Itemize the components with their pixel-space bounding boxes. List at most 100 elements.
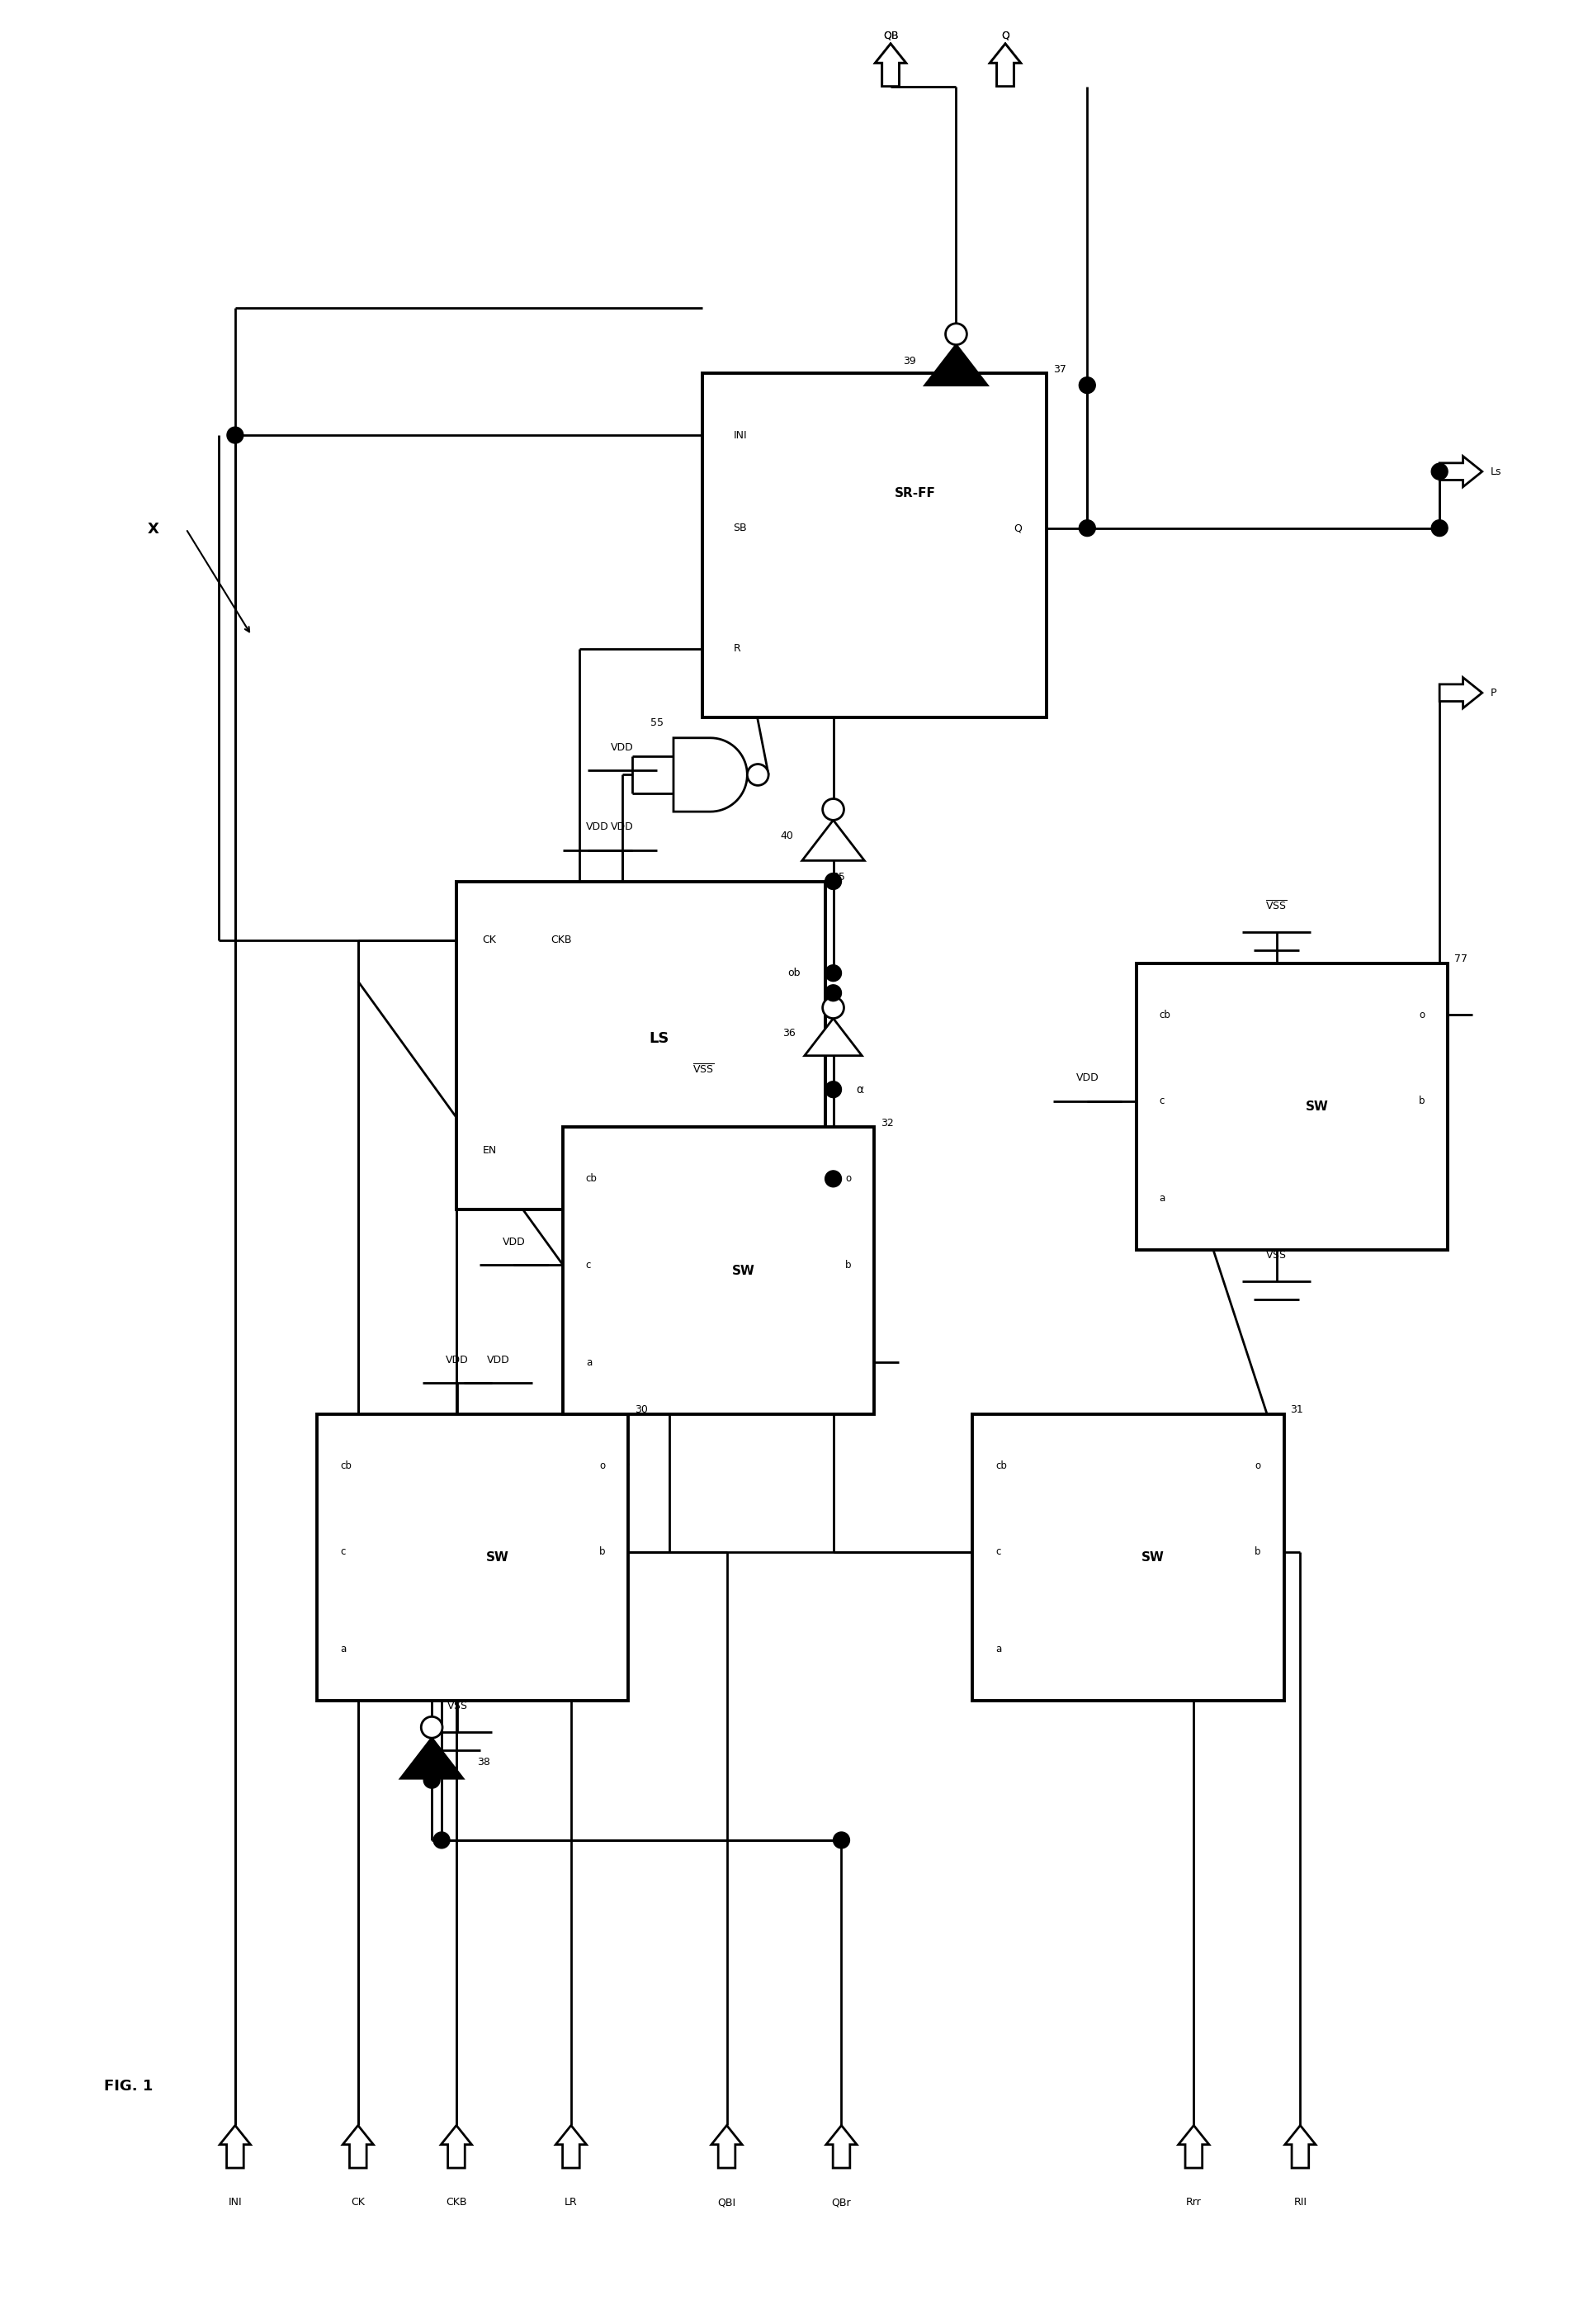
Polygon shape: [1285, 2126, 1315, 2168]
Circle shape: [1079, 521, 1095, 537]
Text: cb: cb: [1159, 1009, 1170, 1020]
Text: VDD: VDD: [587, 823, 609, 832]
Bar: [973, 1413, 1283, 1701]
Circle shape: [825, 1081, 841, 1097]
Text: a: a: [340, 1643, 347, 1655]
Bar: [563, 1127, 874, 1413]
Circle shape: [1431, 462, 1448, 479]
Text: b: b: [1255, 1545, 1261, 1557]
Polygon shape: [1439, 456, 1483, 486]
Bar: [457, 881, 825, 1208]
Text: P: P: [1491, 688, 1497, 697]
Text: VDD: VDD: [610, 741, 634, 753]
Text: CK: CK: [483, 934, 496, 946]
Circle shape: [424, 1771, 439, 1787]
Text: SW: SW: [486, 1550, 510, 1564]
Text: SW: SW: [1142, 1550, 1164, 1564]
Text: Ls: Ls: [1491, 467, 1502, 476]
Text: 32: 32: [880, 1118, 894, 1129]
Text: SR-FF: SR-FF: [894, 488, 937, 500]
Text: o: o: [599, 1459, 606, 1471]
Text: 36: 36: [783, 1027, 795, 1039]
Text: o: o: [1255, 1459, 1261, 1471]
Text: b: b: [599, 1545, 606, 1557]
Text: cb: cb: [585, 1174, 598, 1185]
Text: QBr: QBr: [832, 2196, 852, 2208]
Circle shape: [822, 997, 844, 1018]
Circle shape: [1079, 376, 1095, 393]
Polygon shape: [400, 1738, 463, 1778]
Circle shape: [747, 765, 769, 786]
Circle shape: [825, 1171, 841, 1188]
Circle shape: [822, 799, 844, 820]
Text: INI: INI: [733, 430, 747, 442]
Circle shape: [825, 985, 841, 1002]
Circle shape: [946, 323, 967, 344]
Text: 37: 37: [1053, 365, 1065, 374]
Text: cb: cb: [995, 1459, 1007, 1471]
Polygon shape: [555, 2126, 587, 2168]
Polygon shape: [802, 820, 865, 860]
Polygon shape: [1439, 679, 1483, 709]
Text: Q: Q: [1001, 30, 1009, 42]
Text: c: c: [995, 1545, 1001, 1557]
Polygon shape: [441, 2126, 472, 2168]
Text: LR: LR: [565, 2196, 577, 2208]
Text: QB: QB: [883, 30, 897, 42]
Circle shape: [825, 964, 841, 981]
Text: o: o: [1418, 1009, 1425, 1020]
Text: a: a: [995, 1643, 1001, 1655]
Text: a: a: [1159, 1192, 1166, 1204]
Text: 35: 35: [832, 872, 844, 883]
Text: $\overline{\rm VSS}$: $\overline{\rm VSS}$: [692, 1064, 714, 1076]
Text: SW: SW: [1305, 1102, 1329, 1113]
Circle shape: [420, 1717, 442, 1738]
Text: o: o: [846, 1174, 852, 1185]
Text: QB: QB: [883, 30, 897, 42]
Text: Q: Q: [1001, 30, 1009, 42]
Polygon shape: [827, 2126, 857, 2168]
Polygon shape: [805, 1018, 861, 1055]
Circle shape: [1431, 521, 1448, 537]
Text: VDD: VDD: [610, 823, 634, 832]
Polygon shape: [711, 2126, 742, 2168]
Text: b: b: [846, 1260, 852, 1271]
Text: VDD: VDD: [1076, 1074, 1098, 1083]
Text: a: a: [585, 1357, 592, 1369]
Text: VDD: VDD: [486, 1355, 510, 1364]
Polygon shape: [673, 739, 747, 811]
Text: CKB: CKB: [551, 934, 571, 946]
Text: b: b: [1418, 1095, 1425, 1106]
Text: $\overline{\rm VSS}$: $\overline{\rm VSS}$: [1266, 1248, 1288, 1262]
Text: Q: Q: [1014, 523, 1021, 535]
Text: $\overline{\rm VSS}$: $\overline{\rm VSS}$: [446, 1699, 468, 1713]
Text: SB: SB: [733, 523, 747, 535]
Text: X: X: [147, 521, 158, 537]
Polygon shape: [342, 2126, 373, 2168]
Circle shape: [228, 428, 243, 444]
Text: 30: 30: [635, 1404, 648, 1415]
Text: FIG. 1: FIG. 1: [104, 2078, 154, 2094]
Text: Rrr: Rrr: [1186, 2196, 1202, 2208]
Text: 77: 77: [1454, 953, 1467, 964]
Text: LS: LS: [650, 1032, 670, 1046]
Circle shape: [833, 1831, 850, 1848]
Text: SW: SW: [733, 1264, 755, 1276]
Polygon shape: [220, 2126, 251, 2168]
Circle shape: [433, 1831, 450, 1848]
Text: α: α: [855, 1083, 863, 1095]
Bar: [317, 1413, 629, 1701]
Text: $\overline{\rm VSS}$: $\overline{\rm VSS}$: [1266, 899, 1288, 913]
Text: c: c: [585, 1260, 592, 1271]
Bar: [1136, 962, 1448, 1250]
Text: c: c: [340, 1545, 345, 1557]
Text: c: c: [1159, 1095, 1164, 1106]
Text: cb: cb: [340, 1459, 351, 1471]
Text: 39: 39: [902, 356, 916, 367]
Text: 40: 40: [780, 832, 792, 841]
Text: EN: EN: [483, 1146, 497, 1155]
Bar: [703, 374, 1047, 718]
Polygon shape: [876, 44, 905, 86]
Circle shape: [825, 874, 841, 890]
Text: VDD: VDD: [446, 1355, 469, 1364]
